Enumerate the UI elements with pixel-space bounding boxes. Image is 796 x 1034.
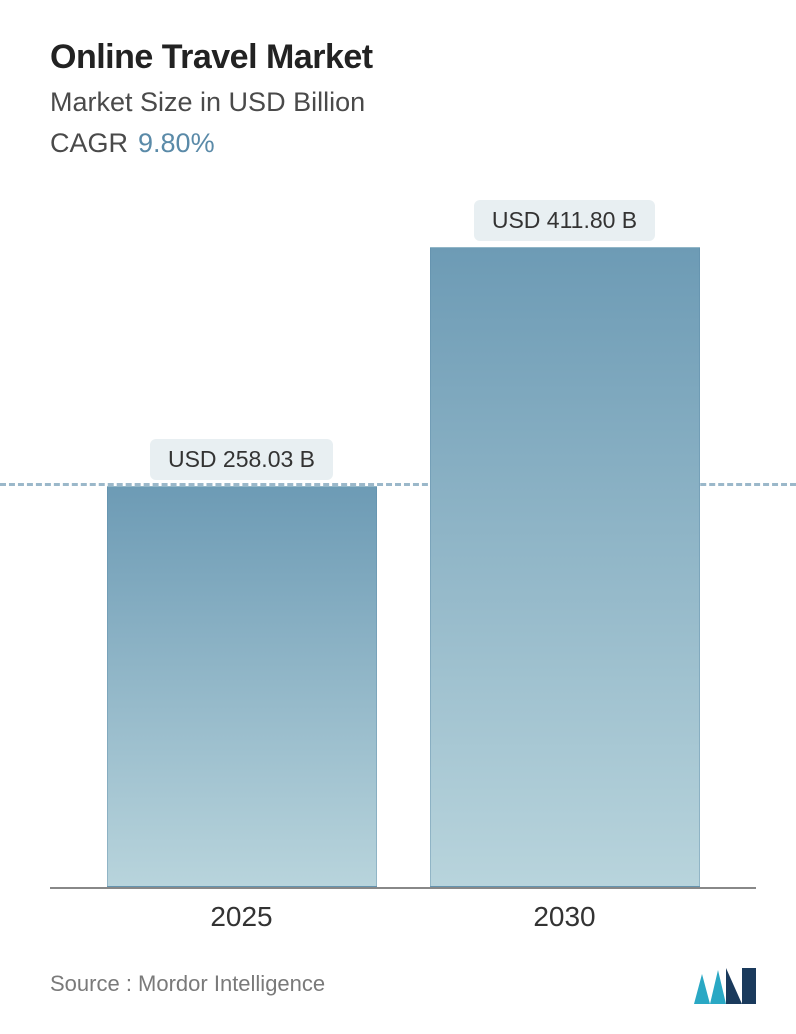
bar-group: USD 411.80 B (430, 200, 700, 887)
bar (107, 486, 377, 887)
bars-container: USD 258.03 BUSD 411.80 B (50, 209, 756, 887)
chart-subtitle: Market Size in USD Billion (50, 87, 756, 118)
chart-title: Online Travel Market (50, 38, 756, 77)
bar-value-badge: USD 411.80 B (474, 200, 655, 241)
brand-logo (694, 964, 756, 1004)
x-axis-label: 2030 (430, 901, 700, 933)
chart-footer: Source : Mordor Intelligence (50, 936, 756, 1034)
chart-container: Online Travel Market Market Size in USD … (0, 0, 796, 1034)
source-text: Source : Mordor Intelligence (50, 971, 325, 997)
x-axis-label: 2025 (107, 901, 377, 933)
mn-logo-icon (694, 964, 756, 1004)
bar-group: USD 258.03 B (107, 439, 377, 887)
x-axis-labels: 2025 2030 (50, 889, 756, 933)
cagr-row: CAGR 9.80% (50, 128, 756, 159)
chart-area: USD 258.03 BUSD 411.80 B 2025 2030 (50, 209, 756, 936)
bar (430, 247, 700, 887)
cagr-label: CAGR (50, 128, 128, 158)
cagr-value: 9.80% (138, 128, 215, 158)
bar-value-badge: USD 258.03 B (150, 439, 333, 480)
plot-area: USD 258.03 BUSD 411.80 B (50, 209, 756, 889)
